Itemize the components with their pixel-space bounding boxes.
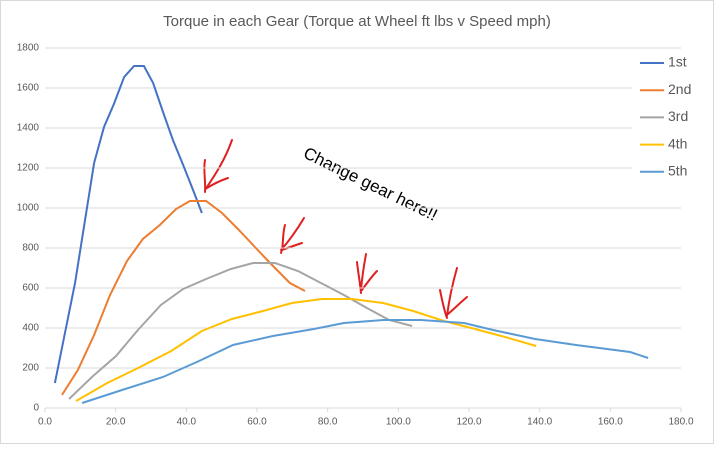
y-tick-label: 1600 — [17, 83, 40, 94]
legend-label: 4th — [668, 135, 687, 151]
series-line — [53, 65, 203, 384]
x-tick-label: 100.0 — [386, 417, 411, 428]
series-line — [61, 200, 306, 396]
y-tick-label: 1400 — [17, 123, 40, 134]
x-tick-label: 20.0 — [106, 417, 126, 428]
series-line — [75, 298, 537, 402]
chart-title: Torque in each Gear (Torque at Wheel ft … — [163, 13, 551, 30]
y-tick-label: 600 — [22, 283, 39, 294]
legend-label: 3rd — [668, 108, 688, 124]
y-tick-label: 200 — [22, 363, 39, 374]
y-tick-label: 0 — [33, 403, 39, 414]
x-tick-label: 80.0 — [318, 417, 338, 428]
y-tick-label: 800 — [22, 243, 39, 254]
x-tick-label: 180.0 — [668, 417, 693, 428]
series-line — [81, 319, 649, 404]
legend-label: 5th — [668, 163, 687, 179]
y-tick-label: 400 — [22, 323, 39, 334]
legend-box — [632, 50, 698, 188]
x-tick-label: 60.0 — [247, 417, 267, 428]
y-tick-label: 1000 — [17, 203, 40, 214]
x-tick-label: 0.0 — [38, 417, 52, 428]
x-tick-label: 120.0 — [456, 417, 481, 428]
x-tick-label: 40.0 — [177, 417, 197, 428]
series-line — [68, 262, 413, 400]
x-tick-label: 160.0 — [598, 417, 623, 428]
legend-label: 2nd — [668, 81, 691, 97]
y-tick-label: 1200 — [17, 163, 40, 174]
legend-label: 1st — [668, 54, 687, 70]
x-tick-label: 140.0 — [527, 417, 552, 428]
y-tick-label: 1800 — [17, 43, 40, 54]
